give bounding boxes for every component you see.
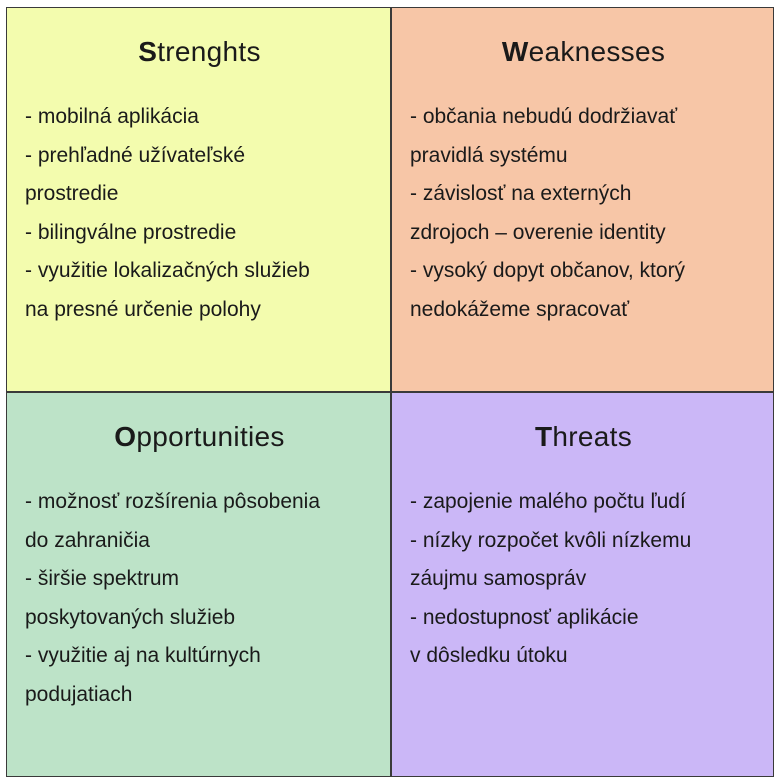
strengths-title: Strenghts — [25, 36, 374, 68]
weaknesses-title-rest: eaknesses — [528, 36, 666, 67]
strengths-item: - využitie lokalizačných služieb na pres… — [25, 259, 310, 321]
weaknesses-quadrant: Weaknesses - občania nebudú dodržiavať p… — [391, 7, 774, 392]
weaknesses-item: - občania nebudú dodržiavať pravidlá sys… — [410, 105, 678, 167]
threats-item: - nízky rozpočet kvôli nízkemu záujmu sa… — [410, 528, 692, 591]
weaknesses-title: Weaknesses — [410, 36, 757, 68]
threats-list: - zapojenie malého počtu ľudí - nízky ro… — [410, 483, 757, 676]
threats-title-initial: T — [534, 421, 553, 452]
strengths-item: - bilingválne prostredie — [25, 220, 237, 244]
strengths-item: - prehľadné užívateľské prostredie — [25, 143, 246, 206]
weaknesses-item: - závislosť na externých zdrojoch – over… — [410, 182, 666, 244]
threats-title-rest: hreats — [552, 421, 633, 452]
opportunities-item: - možnosť rozšírenia pôsobenia do zahran… — [25, 490, 321, 552]
threats-title: Threats — [410, 421, 757, 453]
opportunities-item: - širšie spektrum poskytovaných služieb — [25, 567, 236, 629]
opportunities-quadrant: Opportunities - možnosť rozšírenia pôsob… — [6, 392, 391, 777]
strengths-title-initial: S — [138, 36, 158, 67]
strengths-title-rest: trenghts — [157, 36, 261, 67]
opportunities-title-rest: pportunities — [136, 421, 285, 452]
weaknesses-item: - vysoký dopyt občanov, ktorý nedokážeme… — [410, 259, 686, 321]
opportunities-list: - možnosť rozšírenia pôsobenia do zahran… — [25, 483, 374, 714]
opportunities-title-initial: O — [114, 421, 137, 452]
threats-item: - nedostupnosť aplikácie v dôsledku útok… — [410, 605, 639, 668]
strengths-item: - mobilná aplikácia — [25, 105, 199, 128]
threats-quadrant: Threats - zapojenie malého počtu ľudí - … — [391, 392, 774, 777]
weaknesses-title-initial: W — [501, 36, 529, 67]
swot-matrix: Strenghts - mobilná aplikácia - prehľadn… — [6, 7, 774, 777]
opportunities-title: Opportunities — [25, 421, 374, 453]
strengths-list: - mobilná aplikácia - prehľadné užívateľ… — [25, 98, 374, 329]
threats-item: - zapojenie malého počtu ľudí — [410, 490, 686, 513]
weaknesses-list: - občania nebudú dodržiavať pravidlá sys… — [410, 98, 757, 329]
opportunities-item: - využitie aj na kultúrnych podujatiach — [25, 644, 261, 706]
strengths-quadrant: Strenghts - mobilná aplikácia - prehľadn… — [6, 7, 391, 392]
